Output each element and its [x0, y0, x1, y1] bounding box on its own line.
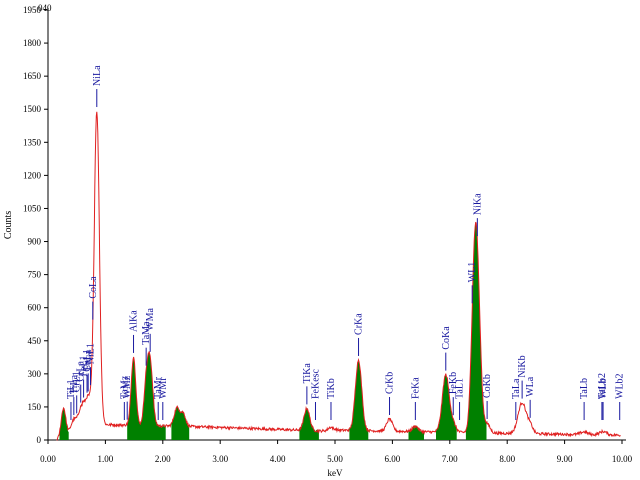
x-tick-label: 10.00: [612, 454, 633, 464]
marker-label-tala: TaLa: [511, 378, 522, 399]
marker-label-wl1: WL1: [467, 262, 478, 283]
marker-label-tamr: TaMr: [153, 376, 164, 399]
marker-label-crka: CrKa: [354, 313, 365, 335]
marker-label-wlb2: WLb2: [615, 373, 626, 399]
marker-label-tika: TiKa: [302, 363, 313, 384]
marker-label-coka: CoKa: [441, 326, 452, 350]
marker-label-cokb: CoKb: [482, 374, 493, 398]
peak-fill-area: [436, 374, 457, 440]
x-tick-label: 6.00: [385, 454, 401, 464]
marker-label-wla: WLa: [525, 376, 536, 397]
y-tick-label: 1650: [23, 71, 42, 81]
marker-label-crkb: CrKb: [385, 372, 396, 394]
marker-label-fekesc: FeKesc: [310, 368, 321, 399]
y-tick-label: 450: [28, 336, 42, 346]
marker-label-wlb: WLb: [598, 378, 609, 399]
peak-fill-area: [171, 406, 190, 440]
y-tick-label: 150: [28, 402, 42, 412]
marker-label-tama: TaMa: [141, 321, 152, 345]
scale-max-label: 040: [38, 3, 52, 13]
y-tick-label: 0: [37, 435, 42, 445]
marker-label-tila: TiLa: [69, 374, 80, 394]
marker-label-tal1: TaL1: [455, 378, 466, 399]
x-tick-label: 0.00: [40, 454, 56, 464]
marker-label-crl1: CrL1: [72, 371, 83, 392]
marker-label-nila: NiLa: [92, 65, 103, 86]
marker-label-nil1: NiL1: [85, 343, 96, 364]
spectrum-line: [56, 111, 621, 441]
y-axis-title: Counts: [3, 211, 14, 239]
marker-label-fel1: FeL1: [79, 355, 90, 376]
x-tick-label: 9.00: [557, 454, 573, 464]
marker-label-talb: TaLb: [579, 378, 590, 399]
marker-label-nika: NiKa: [472, 193, 483, 215]
marker-label-nikb: NiKb: [517, 355, 528, 377]
y-tick-label: 1050: [23, 203, 42, 213]
marker-label-feka: FeKa: [410, 377, 421, 399]
marker-label-alka: AlKa: [129, 310, 140, 332]
y-tick-label: 1500: [23, 104, 42, 114]
marker-label-tikb: TiKb: [326, 378, 337, 399]
marker-label-talb2: TaLb2: [597, 373, 608, 399]
x-tick-label: 5.00: [327, 454, 343, 464]
y-tick-label: 750: [28, 270, 42, 280]
peak-fill-area: [127, 351, 166, 440]
x-tick-label: 3.00: [212, 454, 228, 464]
marker-label-til1: TiL1: [66, 379, 77, 399]
marker-label-wmz: WMz: [122, 375, 133, 398]
x-tick-label: 2.00: [155, 454, 171, 464]
marker-label-wma: WMa: [145, 308, 156, 331]
x-tick-label: 4.00: [270, 454, 286, 464]
y-tick-label: 600: [28, 303, 42, 313]
y-tick-label: 900: [28, 237, 42, 247]
x-tick-label: 8.00: [499, 454, 515, 464]
x-axis-title: keV: [328, 468, 343, 478]
marker-label-crla: CrLa: [76, 360, 87, 381]
peak-fill-area: [465, 222, 487, 440]
y-tick-label: 1800: [23, 38, 42, 48]
marker-label-tamz: TaMz: [119, 375, 130, 399]
marker-label-col1: CoL1: [82, 349, 93, 372]
marker-label-wmr: WMr: [158, 377, 169, 399]
x-tick-label: 7.00: [442, 454, 458, 464]
y-tick-label: 300: [28, 369, 42, 379]
y-tick-label: 1200: [23, 170, 42, 180]
y-tick-label: 1950: [23, 5, 42, 15]
x-tick-label: 1.00: [98, 454, 114, 464]
marker-label-fekb: FeKb: [448, 372, 459, 394]
marker-label-cola: CoLa: [88, 276, 99, 299]
marker-label-fela: FeLa: [83, 349, 94, 370]
peak-fill-area: [349, 360, 369, 440]
y-tick-label: 1350: [23, 137, 42, 147]
